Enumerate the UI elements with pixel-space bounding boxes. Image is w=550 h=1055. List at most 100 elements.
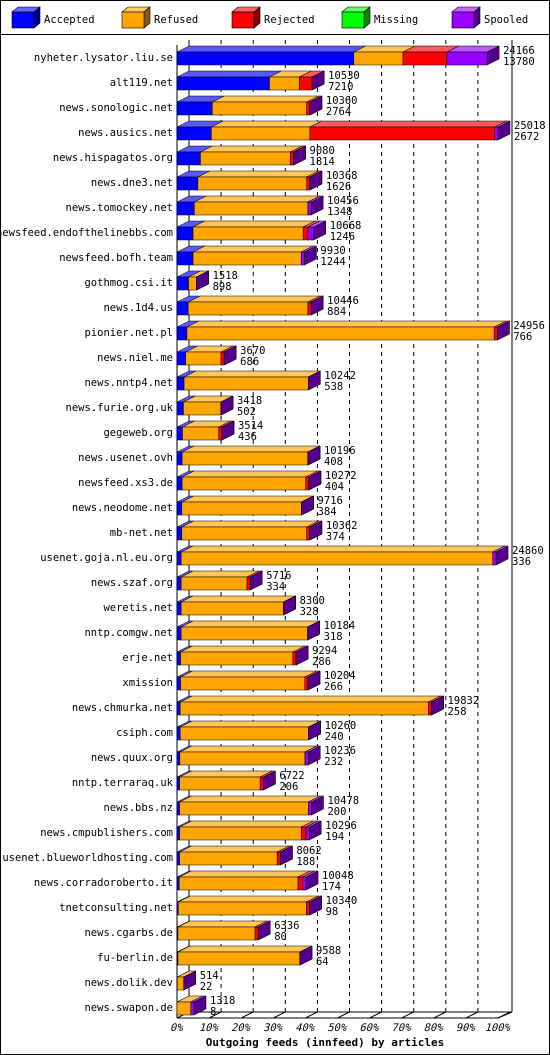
legend-swatch xyxy=(231,11,255,29)
bar-top xyxy=(200,145,303,153)
bar-front xyxy=(178,876,299,891)
bar-front xyxy=(176,151,201,166)
bar-top xyxy=(212,95,319,103)
value-label-accepted: 80 xyxy=(274,931,287,943)
value-label-total: 19832 xyxy=(448,695,480,707)
value-label-total: 10296 xyxy=(325,820,357,832)
bar-front xyxy=(269,76,300,91)
bar-segment xyxy=(283,595,296,616)
bar-segment xyxy=(300,245,317,266)
category-label: pionier.net.pl xyxy=(84,327,173,339)
category-label: news.tomockey.net xyxy=(66,202,173,214)
bar-top xyxy=(181,620,320,628)
bar-segment xyxy=(176,45,367,66)
category-label: usenet.blueworldhosting.com xyxy=(2,852,173,864)
bar-top xyxy=(183,370,321,378)
bar-segment xyxy=(299,945,313,966)
value-label-accepted: 7210 xyxy=(328,81,353,93)
value-label-total: 3670 xyxy=(240,345,265,357)
bar-segment xyxy=(492,545,509,566)
bar-segment xyxy=(307,620,320,641)
bar-segment xyxy=(190,995,207,1016)
bar-front xyxy=(179,726,309,741)
value-label-total: 9930 xyxy=(320,245,345,257)
bar-front xyxy=(179,826,302,841)
value-label-accepted: 200 xyxy=(327,806,346,818)
category-label: xmission xyxy=(122,677,173,689)
value-label-total: 1318 xyxy=(210,995,235,1007)
category-label: nyheter.lysator.liu.se xyxy=(34,52,173,64)
bar-top xyxy=(179,820,314,828)
bar-top xyxy=(176,45,366,53)
value-label-accepted: 98 xyxy=(326,906,339,918)
category-label: nntp.comgw.net xyxy=(84,627,173,639)
bar-segment xyxy=(263,770,276,791)
bar-segment xyxy=(176,70,282,91)
category-label: news.cmpublishers.com xyxy=(40,827,173,839)
bar-front xyxy=(179,776,261,791)
value-label-total: 3514 xyxy=(238,420,263,432)
bar-segment xyxy=(196,270,209,291)
bar-front xyxy=(307,226,314,241)
value-label-accepted: 64 xyxy=(316,956,329,968)
bar-front xyxy=(180,601,284,616)
value-label-total: 9716 xyxy=(318,495,343,507)
bar-segment xyxy=(194,195,321,216)
value-label-total: 10456 xyxy=(327,195,359,207)
bar-side xyxy=(249,570,263,591)
category-label: news.szaf.org xyxy=(91,577,173,589)
bar-front xyxy=(304,676,309,691)
bar-top xyxy=(192,220,316,228)
bar-front xyxy=(428,701,432,716)
legend-item: Spooled xyxy=(451,6,528,29)
bar-front xyxy=(492,551,497,566)
bar-front xyxy=(305,476,310,491)
value-label-total: 10196 xyxy=(324,445,356,457)
bar-front xyxy=(493,326,498,341)
bar-front xyxy=(176,351,186,366)
bar-front xyxy=(176,76,270,91)
value-label-accepted: 334 xyxy=(266,581,285,593)
category-label: news.hispagatos.org xyxy=(53,152,173,164)
x-tick xyxy=(401,1011,414,1019)
bar-segment xyxy=(431,695,444,716)
bar-segment xyxy=(181,495,314,516)
value-label-accepted: 1348 xyxy=(327,206,352,218)
category-label: news.cgarbs.de xyxy=(84,927,173,939)
legend-swatch xyxy=(451,11,475,29)
bar-side xyxy=(257,920,271,941)
bar-segment xyxy=(308,720,321,741)
category-label: news.nntp4.net xyxy=(84,377,173,389)
value-label-accepted: 1626 xyxy=(326,181,351,193)
bar-segment xyxy=(309,170,323,191)
bar-side xyxy=(309,95,323,116)
value-label-accepted: 436 xyxy=(238,431,257,443)
value-label-accepted: 336 xyxy=(512,556,531,568)
value-label-accepted: 22 xyxy=(200,981,213,993)
legend-item: Missing xyxy=(341,6,418,29)
value-label-accepted: 408 xyxy=(324,456,343,468)
value-label-total: 24166 xyxy=(503,45,535,57)
value-label-accepted: 1814 xyxy=(310,156,335,168)
value-label-accepted: 8 xyxy=(210,1006,216,1018)
category-label: fu-berlin.de xyxy=(97,952,173,964)
value-label-accepted: 1244 xyxy=(320,256,345,268)
bar-side xyxy=(497,320,510,341)
bar-front xyxy=(307,301,312,316)
bar-segment xyxy=(295,645,309,666)
bar-segment xyxy=(446,45,500,66)
category-label: news.bbs.nz xyxy=(103,802,173,814)
bar-top xyxy=(180,720,321,728)
value-label-total: 10478 xyxy=(327,795,359,807)
bar-segment xyxy=(179,720,321,741)
bar-front xyxy=(309,126,496,141)
value-label-accepted: 188 xyxy=(296,856,315,868)
legend-swatch xyxy=(11,11,35,29)
bar-front xyxy=(187,301,309,316)
bar-front xyxy=(176,851,180,866)
value-label-accepted: 384 xyxy=(318,506,337,518)
bar-segment xyxy=(178,895,319,916)
bar-front xyxy=(292,651,297,666)
bar-front xyxy=(176,576,182,591)
bar-top xyxy=(179,870,311,878)
